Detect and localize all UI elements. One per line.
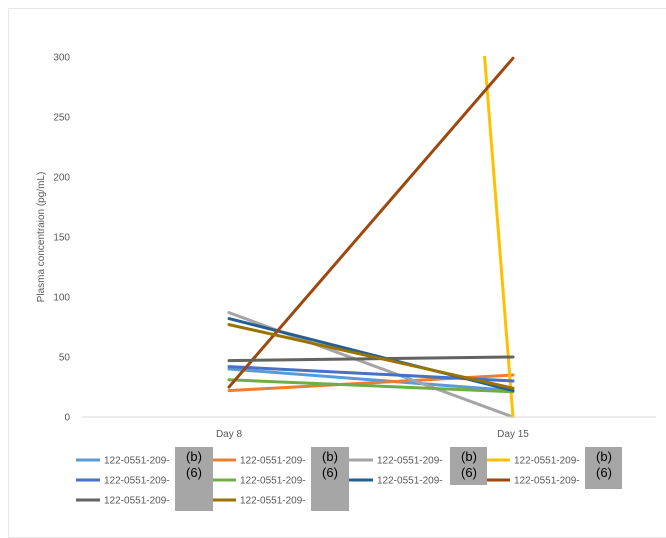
- legend-label: 122-0551-209-: [377, 476, 443, 487]
- legend-item: 122-0551-209-: [76, 496, 170, 507]
- redaction-box: (b)(6): [450, 447, 487, 485]
- legend-label: 122-0551-209-: [377, 456, 443, 467]
- y-tick-label: 150: [53, 233, 70, 244]
- legend-item: 122-0551-209-: [349, 476, 443, 487]
- line-chart: Plasma concentraion (pg/mL) 0 50 100 150 200…: [36, 53, 656, 511]
- legend-item: 122-0551-209-: [76, 476, 170, 487]
- redaction-box: (b)(6): [311, 447, 349, 511]
- legend-item: 122-0551-209-: [349, 456, 443, 467]
- y-tick-label: 50: [59, 353, 71, 364]
- series-line: [227, 378, 515, 394]
- legend-label: 122-0551-209-: [240, 496, 306, 507]
- legend-item: 122-0551-209-: [212, 456, 306, 467]
- legend-label: 122-0551-209-: [104, 496, 170, 507]
- legend-item: 122-0551-209-: [486, 476, 580, 487]
- legend-label: 122-0551-209-: [104, 456, 170, 467]
- redaction-label-bottom: (6): [461, 465, 477, 480]
- legend-label: 122-0551-209-: [104, 476, 170, 487]
- redaction-label-top: (b): [322, 449, 338, 464]
- redaction-box: (b)(6): [585, 447, 622, 489]
- series-line: [227, 56, 515, 389]
- redaction-label-bottom: (6): [186, 465, 202, 480]
- legend-item: 122-0551-209-: [76, 456, 170, 467]
- series-line: [227, 355, 515, 363]
- series-line: [227, 323, 515, 390]
- x-tick-label: Day 15: [497, 429, 529, 440]
- y-tick-label: 0: [64, 413, 70, 424]
- legend-item: 122-0551-209-: [486, 456, 580, 467]
- redaction-label-bottom: (6): [596, 465, 612, 480]
- redaction-label-top: (b): [186, 449, 202, 464]
- y-axis-label: Plasma concentraion (pg/mL): [36, 172, 47, 303]
- y-tick-label: 300: [53, 53, 70, 64]
- legend-label: 122-0551-209-: [240, 456, 306, 467]
- redaction-box: (b)(6): [175, 447, 213, 511]
- legend-label: 122-0551-209-: [514, 476, 580, 487]
- y-tick-label: 250: [53, 113, 70, 124]
- legend-label: 122-0551-209-: [514, 456, 580, 467]
- y-tick-label: 200: [53, 173, 70, 184]
- redaction-label-bottom: (6): [322, 465, 338, 480]
- redaction-label-top: (b): [596, 449, 612, 464]
- legend-item: 122-0551-209-: [212, 496, 306, 507]
- legend-label: 122-0551-209-: [240, 476, 306, 487]
- x-tick-label: Day 8: [216, 429, 243, 440]
- legend-item: 122-0551-209-: [212, 476, 306, 487]
- y-tick-label: 100: [53, 293, 70, 304]
- series-line: [227, 367, 515, 393]
- redaction-label-top: (b): [461, 449, 477, 464]
